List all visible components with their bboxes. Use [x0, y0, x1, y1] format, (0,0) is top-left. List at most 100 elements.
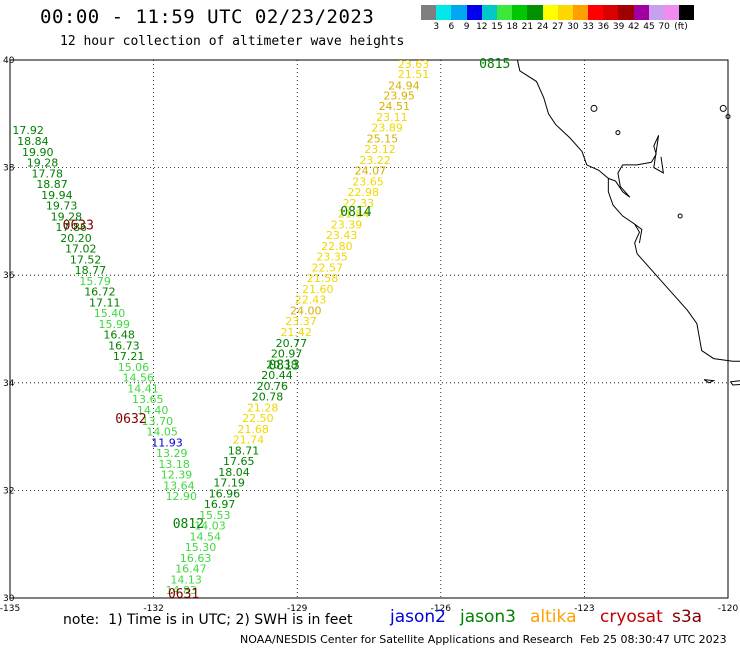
color-swatch [496, 5, 513, 20]
wave-height-label: 18.71 [228, 444, 260, 457]
color-scale-tick: 9 [463, 22, 470, 32]
wave-height-label: 14.03 [194, 520, 226, 533]
legend-item-jason2: jason2 [390, 607, 446, 627]
wave-height-label: 24.07 [355, 165, 387, 178]
wave-height-label: 24.00 [290, 304, 322, 317]
wave-height-label: 15.30 [185, 541, 217, 554]
wave-height-label: 16.97 [204, 498, 236, 511]
monterey-bay [634, 223, 643, 244]
wave-height-label: 22.50 [242, 412, 273, 425]
wave-height-label: 20.44 [261, 369, 293, 382]
wave-height-label: 15.99 [99, 318, 131, 331]
legend-item-jason3: jason3 [460, 607, 516, 627]
wave-height-label: 19.28 [27, 157, 59, 170]
color-scale-tick: 36 [597, 22, 610, 32]
wave-height-label: 23.12 [364, 143, 396, 156]
wave-height-label: 23.65 [352, 175, 384, 188]
san-francisco-bay [608, 161, 652, 198]
wave-height-label: 22.98 [347, 186, 379, 199]
page-title: 00:00 - 11:59 UTC 02/23/2023 [40, 6, 375, 28]
wave-height-label: 13.65 [132, 393, 164, 406]
color-scale-tick: 42 [628, 22, 640, 32]
wave-height-label: 20.78 [252, 391, 284, 404]
wave-height-label: 16.73 [108, 339, 140, 352]
color-scale-bar [421, 5, 695, 20]
color-swatch [466, 5, 482, 20]
color-swatch [451, 5, 467, 20]
wave-height-label: 14.83 [166, 584, 198, 597]
pass-time-label: 0815 [479, 57, 510, 72]
wave-height-label: 17.92 [12, 124, 44, 137]
color-swatch [512, 5, 528, 20]
wave-height-label: 22.33 [343, 197, 375, 210]
wave-height-label: 21.28 [247, 401, 279, 414]
color-swatch [588, 5, 604, 20]
lake-outline [725, 113, 731, 119]
wave-height-label: 16.63 [180, 552, 212, 565]
color-swatch [542, 5, 558, 20]
footer-note: note: 1) Time is in UTC; 2) SWH is in fe… [63, 612, 353, 628]
lon-label: -135 [0, 604, 20, 614]
wave-height-label: 13.64 [163, 479, 195, 492]
river-delta [650, 135, 665, 174]
wave-height-label: 20.76 [257, 380, 289, 393]
wave-height-label: 16.96 [209, 487, 241, 500]
color-swatch [679, 5, 695, 20]
pass-time-label: 0813 [268, 358, 299, 373]
wave-height-label: 17.19 [213, 477, 245, 490]
wave-height-label: 16.47 [175, 563, 207, 576]
pass-time-label: 0814 [340, 205, 371, 220]
wave-height-label: 12.90 [166, 490, 198, 503]
wave-height-label: 17.11 [89, 296, 121, 309]
wave-height-label: 14.41 [127, 382, 159, 395]
wave-height-label: 17.52 [70, 253, 102, 266]
color-scale-tick: 12 [476, 22, 488, 32]
color-scale-tick: 33 [582, 22, 594, 32]
color-scale-tick: 3 [433, 22, 440, 32]
wave-height-label: 17.21 [113, 350, 145, 363]
lake-outline [590, 104, 598, 112]
island-outline [729, 380, 740, 386]
wave-height-label: 13.18 [158, 458, 190, 471]
color-swatch [421, 5, 437, 20]
wave-height-label: 23.11 [376, 111, 408, 124]
wave-height-label: 20.77 [276, 337, 308, 350]
footer-credit: NOAA/NESDIS Center for Satellite Applica… [240, 633, 574, 646]
wave-height-label: 13.29 [156, 447, 188, 460]
wave-height-label: 25.15 [367, 132, 399, 145]
wave-height-label: 24.94 [388, 80, 420, 93]
wave-height-label: 17.65 [223, 455, 255, 468]
color-scale-tick: 15 [491, 22, 503, 32]
color-scale-tick: 27 [552, 22, 564, 32]
wave-height-label: 17.02 [65, 243, 97, 256]
wave-height-label: 21.84 [338, 208, 370, 221]
wave-height-label: 14.13 [170, 573, 202, 586]
color-swatch [603, 5, 619, 20]
wave-height-label: 12.39 [161, 469, 193, 482]
page-subtitle: 12 hour collection of altimeter wave hei… [60, 34, 405, 49]
wave-height-label: 19.94 [41, 189, 73, 202]
wave-height-label: 21.51 [398, 68, 430, 81]
wave-height-label: 23.37 [285, 315, 317, 328]
coastline [516, 59, 740, 362]
color-swatch [481, 5, 497, 20]
wave-height-label: 18.87 [36, 178, 68, 191]
wave-height-label: 15.53 [199, 509, 231, 522]
wave-height-label: 23.63 [398, 58, 430, 71]
color-swatch [648, 5, 664, 20]
wave-height-label: 21.74 [233, 434, 265, 447]
color-scale-tick: 39 [612, 22, 625, 32]
lat-label: 32 [3, 486, 14, 496]
lat-label: 36 [3, 271, 15, 281]
wave-height-label: 17.86 [55, 221, 86, 234]
color-scale-tick: 30 [567, 22, 579, 32]
lat-label: 40 [3, 56, 15, 66]
wave-height-label: 22.80 [321, 240, 353, 253]
wave-height-label: 20.20 [60, 232, 91, 245]
color-swatch [572, 5, 589, 20]
wave-height-label: 23.35 [316, 251, 348, 264]
color-scale-tick: 45 [643, 22, 655, 32]
wave-height-label: 14.56 [122, 372, 154, 385]
color-scale-tick: 70 [658, 22, 670, 32]
